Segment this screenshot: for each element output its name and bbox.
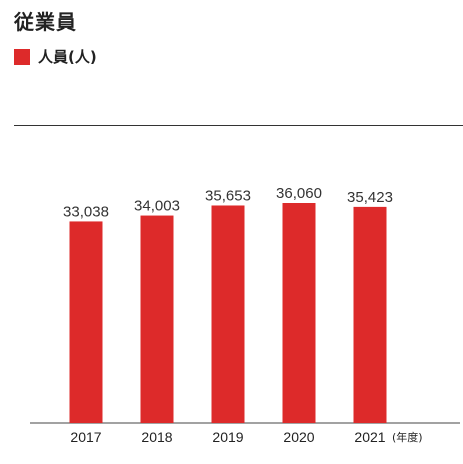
bar-2017 xyxy=(69,221,103,423)
x-axis-unit: (年度) xyxy=(392,430,423,444)
page-title: 従業員 xyxy=(14,10,77,34)
value-label-2017: 33,038 xyxy=(63,203,109,220)
value-label-2018: 34,003 xyxy=(134,198,180,215)
x-tick-2018: 2018 xyxy=(141,429,172,445)
top-divider xyxy=(14,125,463,126)
legend: 人員(人) xyxy=(14,46,97,67)
value-label-2020: 36,060 xyxy=(276,185,322,202)
value-label-2019: 35,653 xyxy=(205,187,251,204)
x-tick-2021: 2021 xyxy=(354,429,385,445)
x-tick-2017: 2017 xyxy=(70,429,101,445)
bar-2019 xyxy=(211,205,245,423)
bar-2018 xyxy=(140,215,174,423)
legend-swatch xyxy=(14,48,30,65)
legend-label: 人員(人) xyxy=(38,48,97,66)
x-tick-2019: 2019 xyxy=(212,429,243,445)
value-label-2021: 35,423 xyxy=(347,189,393,206)
bar-2020 xyxy=(282,203,316,423)
x-tick-2020: 2020 xyxy=(283,429,314,445)
bar-2021 xyxy=(353,206,387,423)
